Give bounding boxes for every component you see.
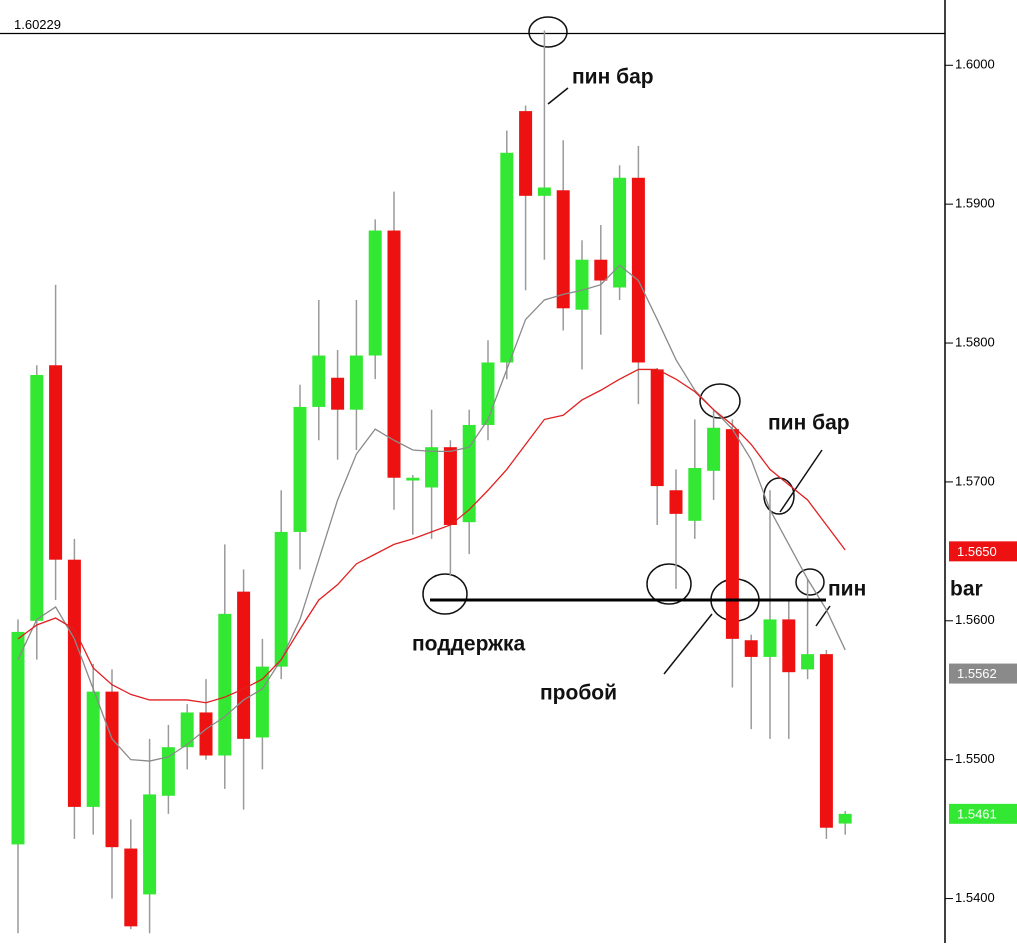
y-tick-label: 1.5900 <box>955 196 995 211</box>
pointers <box>547 87 831 675</box>
candle-body <box>669 490 683 514</box>
candle-body <box>49 365 63 560</box>
circle <box>422 573 468 615</box>
candle-body <box>707 427 721 471</box>
price-tag-label: 1.5650 <box>957 544 997 559</box>
candle-body <box>161 747 175 796</box>
candle-body <box>537 187 551 196</box>
pointer <box>547 87 569 105</box>
candle-body <box>237 591 251 739</box>
candle-body <box>105 691 119 848</box>
candle-body <box>124 848 138 927</box>
candle-body <box>180 712 194 748</box>
annotation: пробой <box>540 682 617 705</box>
candle-body <box>725 429 739 639</box>
candle-body <box>462 424 476 523</box>
candle-body <box>349 355 363 410</box>
price-tag-label: 1.5562 <box>957 666 997 681</box>
candle-body <box>368 230 382 356</box>
candle-body <box>819 654 833 828</box>
candle-body <box>218 613 232 756</box>
candle-body <box>688 468 702 521</box>
candle-body <box>331 377 345 410</box>
circle <box>528 16 568 48</box>
candle-body <box>801 654 815 670</box>
y-tick-label: 1.5500 <box>955 751 995 766</box>
annotation: пин бар <box>572 66 654 89</box>
candle-body <box>406 477 420 481</box>
candle-body <box>86 691 100 807</box>
moving-average <box>17 368 846 704</box>
circle <box>763 477 795 515</box>
candle-body <box>556 190 570 309</box>
annotation: пин <box>828 578 866 601</box>
candle-body <box>443 447 457 525</box>
candle-body <box>519 111 533 196</box>
candle-body <box>481 362 495 425</box>
circle <box>699 383 741 419</box>
pointer <box>779 449 823 513</box>
candle-body <box>30 374 44 621</box>
candle-body <box>293 406 307 532</box>
y-tick-label: 1.5800 <box>955 334 995 349</box>
candle-body <box>613 177 627 288</box>
pointer <box>663 613 713 675</box>
candle-body <box>650 369 664 487</box>
y-tick-label: 1.6000 <box>955 57 995 72</box>
annotation: bar <box>950 578 983 601</box>
candle-body <box>782 619 796 673</box>
price-tag <box>949 541 1017 562</box>
candle-body <box>255 666 269 738</box>
candle-body <box>575 259 589 310</box>
price-tag-label: 1.5461 <box>957 806 997 821</box>
candle-body <box>67 559 81 807</box>
candle-body <box>500 152 514 363</box>
candle-body <box>143 794 157 895</box>
high-line-label: 1.60229 <box>14 17 61 32</box>
price-tag <box>949 663 1017 684</box>
candle-body <box>744 640 758 657</box>
annotation: поддержка <box>412 633 526 656</box>
y-tick-label: 1.5600 <box>955 612 995 627</box>
candle-body <box>631 177 645 363</box>
candle-body <box>11 631 25 845</box>
candle-body <box>425 447 439 488</box>
price-tag <box>949 803 1017 824</box>
circle <box>795 568 825 596</box>
candle-body <box>274 531 288 667</box>
candle-body <box>387 230 401 478</box>
candle-body <box>312 355 326 407</box>
candle-body <box>763 619 777 657</box>
y-tick-label: 1.5400 <box>955 890 995 905</box>
pointer <box>815 605 831 627</box>
candle-body <box>199 712 213 756</box>
circle <box>646 563 692 605</box>
candle-body <box>838 813 852 824</box>
candle-body <box>594 259 608 281</box>
annotation: пин бар <box>768 412 850 435</box>
y-tick-label: 1.5700 <box>955 473 995 488</box>
